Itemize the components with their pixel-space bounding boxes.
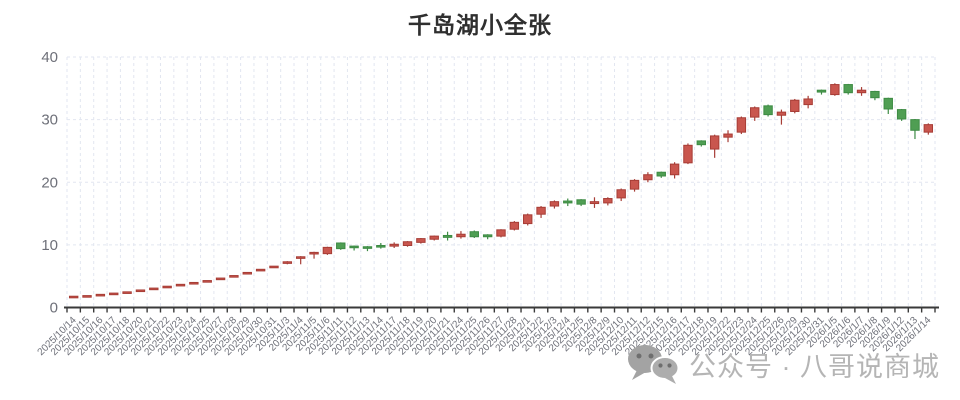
candle-body (669, 163, 680, 176)
candle-body (189, 281, 199, 285)
y-axis-label: 30 (41, 112, 58, 129)
candle-body (709, 135, 720, 150)
watermark: 公众号 · 八哥说商城 (626, 342, 940, 386)
candle-body (109, 292, 119, 296)
candle-body (362, 246, 373, 249)
candle-body (309, 251, 319, 255)
candle-body (456, 233, 466, 238)
candle-body (910, 119, 920, 131)
candle-body (523, 214, 533, 225)
candle-body (843, 84, 853, 94)
candle-body (736, 117, 747, 133)
candle-body (830, 84, 840, 96)
candle-body (803, 98, 813, 106)
candle-body (376, 245, 386, 248)
candle-body (202, 280, 212, 283)
candle-body (883, 97, 893, 110)
candle-body (282, 261, 293, 264)
y-axis-label: 40 (41, 49, 58, 66)
y-axis-label: 20 (41, 174, 58, 191)
candle-body (255, 268, 266, 272)
candle-body (790, 99, 800, 112)
candle-body (482, 234, 493, 238)
candle-body (349, 245, 359, 249)
candle-body (750, 107, 760, 118)
candle-body (82, 295, 92, 298)
candle-body (95, 293, 106, 297)
candle-body (429, 235, 439, 240)
candle-body (295, 256, 306, 259)
candle-body (589, 201, 600, 205)
candle-body (563, 200, 573, 204)
candle-body (763, 105, 773, 116)
candle-body (896, 109, 907, 120)
candle-body (402, 241, 413, 247)
candle-body (923, 124, 934, 133)
candle-body (162, 285, 172, 289)
candle-body (215, 277, 226, 281)
candle-body (322, 246, 333, 255)
candle-body (616, 189, 626, 199)
candle-body (122, 291, 132, 294)
candle-body (683, 144, 693, 164)
candle-body (536, 206, 546, 215)
candle-body (576, 199, 586, 205)
candle-body (242, 271, 252, 275)
candle-body (336, 242, 346, 250)
candle-body (496, 229, 506, 237)
candle-body (856, 89, 867, 94)
candle-body (269, 265, 279, 269)
candle-body (776, 111, 787, 116)
candle-body (723, 133, 733, 138)
candle-body (656, 171, 666, 177)
candle-body (816, 89, 827, 93)
y-axis-label: 10 (41, 237, 58, 254)
candle-body (68, 295, 79, 299)
candle-body (603, 198, 613, 204)
candle-body (549, 201, 560, 207)
watermark-text: 公众号 · 八哥说商城 (689, 351, 940, 382)
candle-body (509, 221, 520, 230)
candle-body (870, 90, 880, 99)
candle-body (629, 179, 640, 190)
candle-body (442, 234, 453, 238)
candle-body (135, 289, 146, 293)
candle-body (416, 238, 426, 243)
chart-title: 千岛湖小全张 (408, 12, 552, 38)
candle-body (175, 283, 186, 287)
candle-body (643, 174, 653, 181)
candle-body (149, 287, 159, 291)
candle-body (696, 140, 707, 146)
y-axis-label: 0 (50, 300, 58, 317)
candle-body (469, 231, 479, 238)
candle-body (389, 243, 399, 247)
candle-body (229, 275, 239, 278)
wechat-icon (628, 345, 680, 384)
